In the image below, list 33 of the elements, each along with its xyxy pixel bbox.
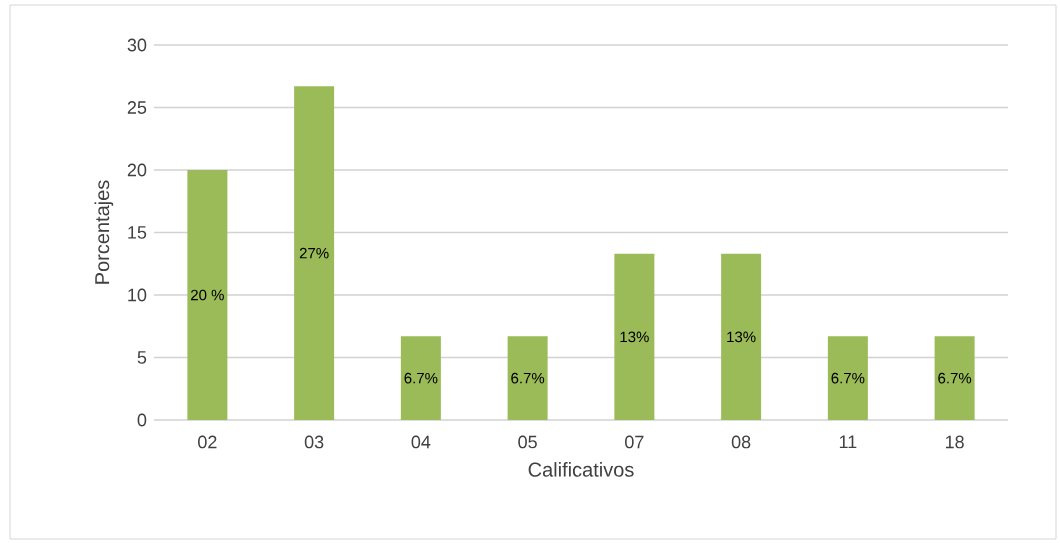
bar	[294, 86, 335, 420]
bar	[721, 253, 762, 420]
x-tick-label: 05	[518, 435, 537, 449]
x-tick-label: 03	[304, 435, 324, 449]
bar	[827, 336, 868, 420]
y-tick-label: 0	[137, 413, 147, 427]
data-label: 13%	[727, 331, 756, 343]
y-tick-label: 30	[127, 38, 147, 52]
bar	[400, 336, 441, 420]
data-label: 6.7%	[404, 372, 438, 384]
x-axis-title: Calificativos	[528, 462, 634, 477]
data-label: 27%	[299, 247, 329, 259]
x-tick-label: 18	[945, 435, 964, 449]
x-tick-label: 02	[198, 435, 217, 449]
y-tick-label: 15	[128, 226, 147, 239]
bar	[934, 336, 975, 420]
bar	[614, 253, 655, 420]
y-tick-label: 10	[128, 288, 147, 302]
data-label: 13%	[620, 331, 649, 343]
y-tick-label: 5	[137, 351, 147, 364]
y-axis-title: Porcentajes	[94, 180, 114, 284]
data-label: 6.7%	[938, 372, 972, 384]
x-tick-label: 07	[625, 435, 644, 449]
data-label: 20 %	[191, 289, 224, 301]
x-tick-label: 08	[731, 435, 751, 449]
data-label: 6.7%	[511, 372, 545, 384]
bar	[187, 170, 228, 420]
bar	[507, 336, 548, 420]
x-tick-label: 04	[411, 435, 431, 449]
y-tick-label: 25	[127, 101, 147, 114]
y-tick-label: 20	[127, 163, 147, 177]
x-tick-label: 11	[839, 435, 857, 448]
data-label: 6.7%	[831, 372, 865, 384]
